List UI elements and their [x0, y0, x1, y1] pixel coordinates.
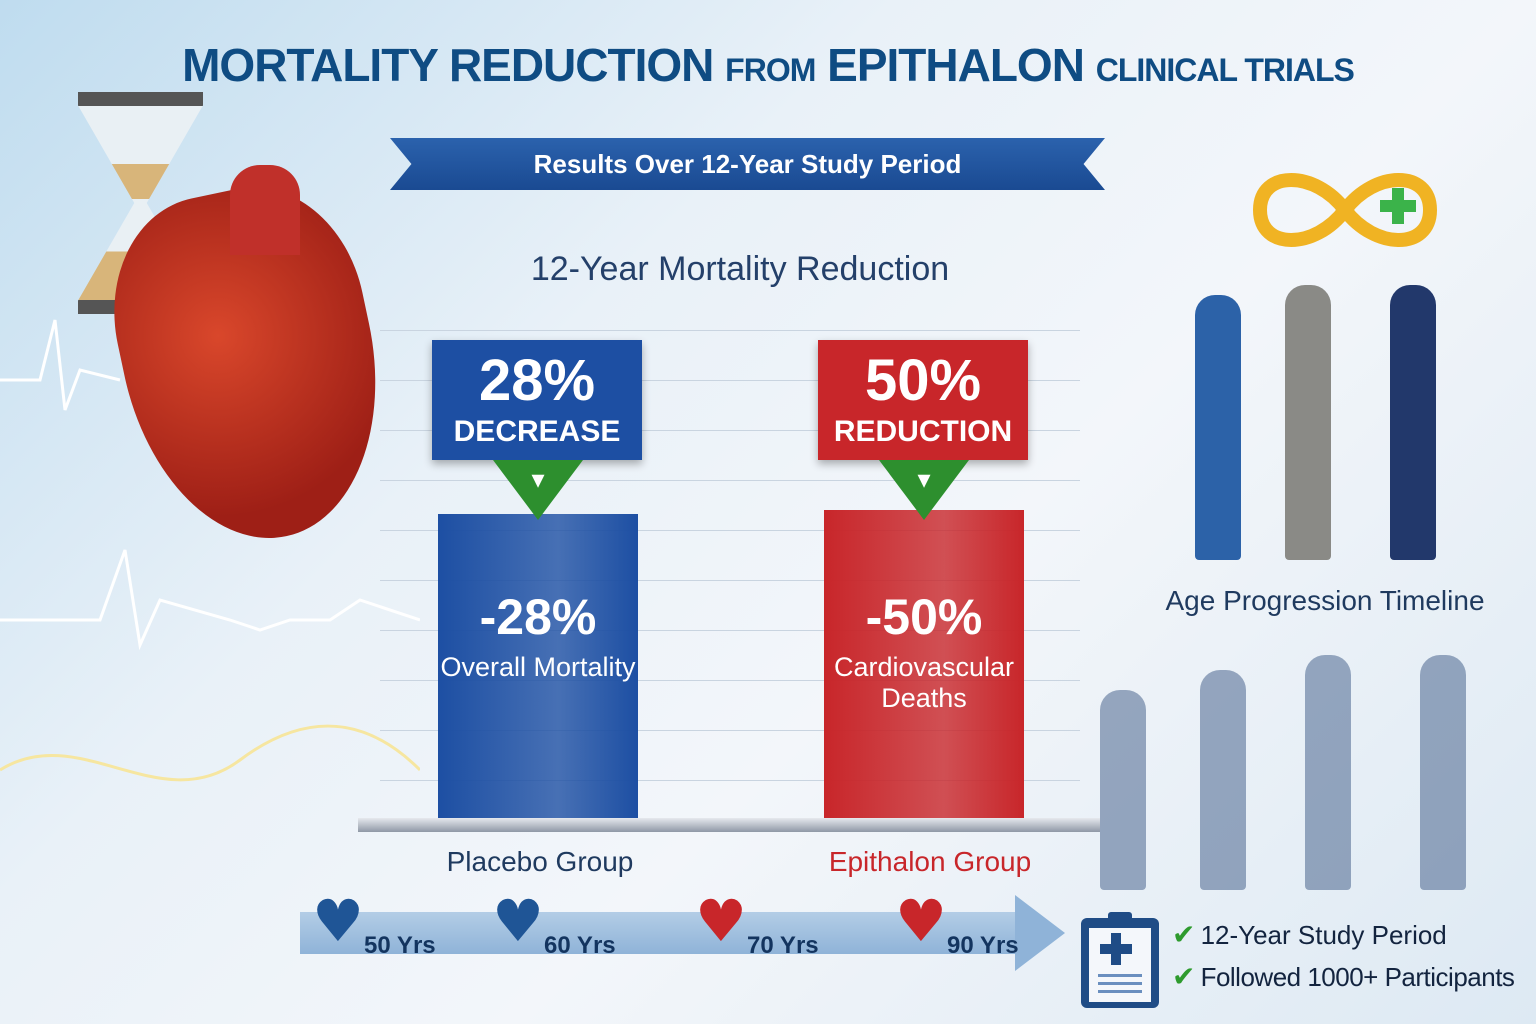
title-part: FROM: [725, 52, 816, 88]
timeline-age-label: 50 Yrs: [364, 932, 436, 959]
timeline-age-label: 90 Yrs: [947, 932, 1019, 959]
gridline: [380, 630, 1080, 631]
age-timeline: [300, 912, 1020, 954]
note-text: 12-Year Study Period: [1200, 920, 1447, 950]
headline-label: REDUCTION: [833, 415, 1013, 448]
heart-icon: ♥: [695, 887, 747, 955]
gridline: [380, 780, 1080, 781]
bar-description: Overall Mortality: [440, 652, 636, 682]
check-icon: ✔: [1172, 960, 1196, 993]
chart-base: [358, 818, 1100, 832]
note-text: Followed 1000+ Participants: [1200, 962, 1515, 992]
bar-headline-box: 50% REDUCTION: [818, 340, 1028, 460]
x-tick-epithalon: Epithalon Group: [828, 846, 1032, 877]
title-part: MORTALITY REDUCTION: [182, 39, 714, 91]
bar-placebo: [438, 514, 638, 820]
gridline: [380, 580, 1080, 581]
note-item: ✔ Followed 1000+ Participants: [1172, 960, 1515, 993]
gridline: [380, 530, 1080, 531]
x-tick-placebo: Placebo Group: [446, 846, 634, 877]
gridline: [380, 680, 1080, 681]
title-part: EPITHALON: [827, 39, 1085, 91]
title-part: CLINICAL TRIALS: [1095, 52, 1355, 88]
elderly-person: [1285, 285, 1331, 560]
heart-icon: ♥: [312, 887, 364, 955]
chart-title: 12-Year Mortality Reduction: [530, 250, 950, 288]
gridline: [380, 480, 1080, 481]
elderly-silhouette: [1305, 655, 1351, 890]
elderly-silhouette: [1200, 670, 1246, 890]
heart-icon: ♥: [492, 887, 544, 955]
age-progression-label: Age Progression Timeline: [1165, 585, 1485, 616]
note-item: ✔ 12-Year Study Period: [1172, 918, 1447, 951]
subtitle-banner: Results Over 12-Year Study Period: [390, 138, 1105, 190]
elderly-person: [1390, 285, 1436, 560]
bar-epithalon: [824, 510, 1024, 820]
gridline: [380, 380, 1080, 381]
infinity-icon: [1252, 173, 1438, 247]
ecg-line-icon: [0, 319, 420, 782]
aorta: [230, 165, 300, 255]
headline-value: 50%: [864, 348, 982, 413]
elderly-person: [1195, 295, 1241, 560]
gridline: [380, 730, 1080, 731]
bar-headline-box: 28% DECREASE: [432, 340, 642, 460]
timeline-age-label: 70 Yrs: [747, 932, 819, 959]
gridline: [380, 330, 1080, 331]
check-icon: ✔: [1172, 918, 1196, 951]
heart-icon: ♥: [895, 887, 947, 955]
headline-value: 28%: [478, 348, 596, 413]
headline-label: DECREASE: [453, 415, 621, 448]
down-shield-icon: ▾: [493, 460, 583, 520]
data-label: -28%: [479, 589, 597, 645]
clipboard-icon: [1081, 912, 1159, 1008]
timeline-age-label: 60 Yrs: [544, 932, 616, 959]
elderly-silhouette: [1100, 690, 1146, 890]
bar-description: Cardiovascular Deaths: [833, 652, 1015, 713]
gridline: [380, 430, 1080, 431]
timeline-arrow-icon: [1015, 895, 1065, 971]
elderly-silhouette: [1420, 655, 1466, 890]
page-title: MORTALITY REDUCTION FROM EPITHALON CLINI…: [0, 38, 1536, 92]
data-label: -50%: [865, 589, 983, 645]
